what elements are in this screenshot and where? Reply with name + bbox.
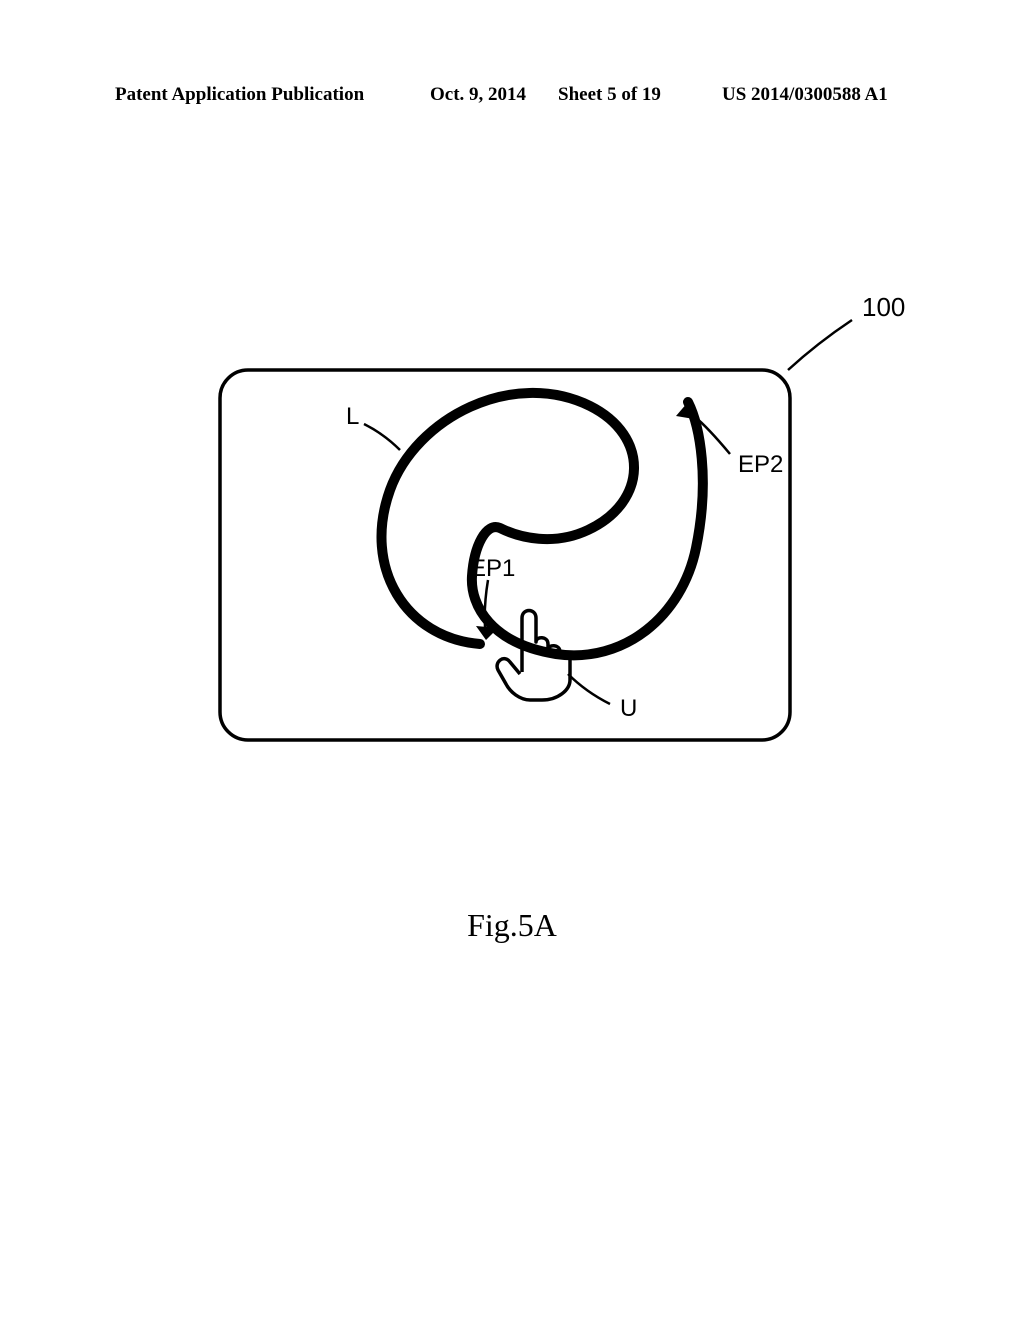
figure-caption: Fig.5A: [0, 907, 1024, 944]
label-u: U: [620, 695, 637, 722]
header-pubno: US 2014/0300588 A1: [722, 84, 888, 106]
figure-svg: 100 L EP2 EP1 U: [0, 240, 1024, 800]
leader-100: [788, 320, 852, 370]
leader-l: [364, 424, 400, 450]
label-l: L: [346, 403, 359, 430]
gesture-loop: [381, 393, 702, 655]
label-ep2: EP2: [738, 451, 783, 478]
leader-u: [568, 674, 610, 704]
label-100: 100: [862, 292, 905, 322]
header-left: Patent Application Publication: [115, 84, 364, 106]
header-sheet: Sheet 5 of 19: [558, 84, 661, 106]
figure-5a: 100 L EP2 EP1 U: [0, 240, 1024, 800]
hand-icon: [497, 611, 570, 701]
header-date: Oct. 9, 2014: [430, 84, 526, 106]
label-ep1: EP1: [470, 555, 515, 582]
page: Patent Application Publication Oct. 9, 2…: [0, 0, 1024, 1320]
